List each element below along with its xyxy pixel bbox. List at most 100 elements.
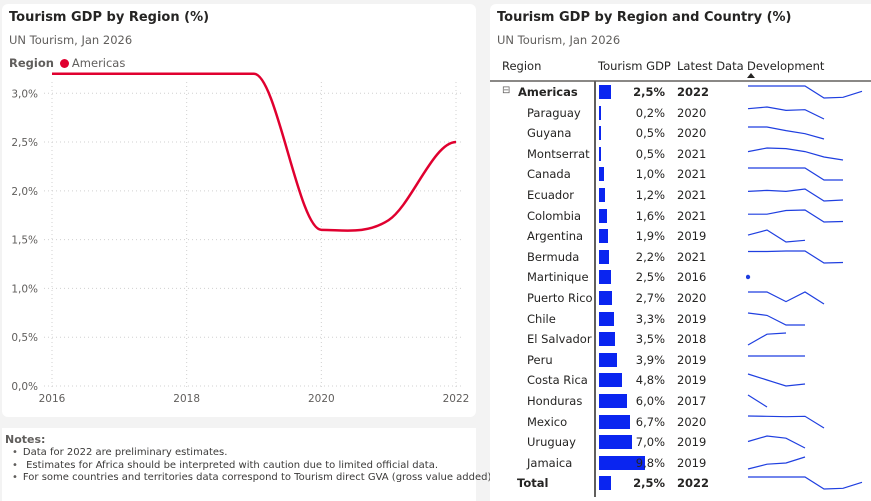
table-row[interactable]: Guyana 0,5% 2020: [490, 123, 871, 144]
sparkline-path: [747, 105, 825, 120]
sparkline: [748, 208, 844, 223]
sparkline: [747, 188, 844, 202]
latest-data-year: 2020: [677, 105, 707, 120]
row-label: El Salvador: [527, 332, 592, 347]
row-label: Montserrat: [527, 146, 590, 161]
row-label: Argentina: [527, 229, 584, 244]
note-item: Data for 2022 are preliminary estimates.: [12, 447, 495, 460]
data-bar: [599, 249, 610, 264]
data-bar: [599, 126, 602, 141]
legend-title: Region: [9, 56, 54, 70]
row-label: Total: [517, 476, 549, 491]
sparkline: [747, 147, 844, 161]
sparkline-path: [748, 167, 843, 181]
tourism-gdp-value: 9,8%: [635, 455, 665, 470]
line-chart[interactable]: 0,0% 0,5% 1,0% 1,5% 2,0% 2,5% 3,0% 2016 2018 2020…: [2, 4, 476, 417]
notes-panel: Notes: Data for 2022 are preliminary est…: [2, 428, 495, 501]
latest-data-year: 2021: [677, 187, 707, 202]
row-label: Bermuda: [527, 249, 580, 264]
row-label: Canada: [527, 167, 571, 182]
table-row[interactable]: Canada 1,0% 2021: [490, 164, 871, 185]
table-row[interactable]: Chile 3,3% 2019: [490, 309, 871, 330]
line-chart-title: Tourism GDP by Region (%): [9, 10, 210, 25]
table-row[interactable]: Argentina 1,9% 2019: [490, 226, 871, 247]
table-row[interactable]: Paraguay 0,2% 2020: [490, 103, 871, 124]
sparkline-point: [746, 275, 751, 280]
data-bar: [599, 105, 601, 120]
row-label: Guyana: [527, 126, 572, 141]
sparkline-path: [748, 291, 825, 305]
data-bar: [599, 414, 631, 429]
table-row[interactable]: Bermuda 2,2% 2021: [490, 247, 871, 268]
tourism-gdp-value: 6,7%: [635, 414, 665, 429]
table-card: Tourism GDP by Region and Country (%) UN…: [490, 4, 871, 501]
table-row[interactable]: Jamaica 9,8% 2019: [490, 453, 871, 474]
series-line-americas: [51, 72, 457, 232]
tourism-gdp-value: 4,8%: [635, 373, 665, 388]
sort-ascending-icon[interactable]: [747, 73, 755, 78]
row-label: Paraguay: [527, 105, 581, 120]
tourism-gdp-value: 1,0%: [635, 167, 665, 182]
table-row[interactable]: Uruguay 7,0% 2019: [490, 432, 871, 453]
column-header-development[interactable]: Development: [747, 59, 825, 73]
collapse-icon[interactable]: ⊟: [502, 85, 511, 96]
note-item: For some countries and territories data …: [12, 472, 495, 485]
data-bar: [599, 146, 602, 161]
sparkline-path: [747, 332, 787, 346]
table-row[interactable]: Ecuador 1,2% 2021: [490, 185, 871, 206]
latest-data-year: 2020: [677, 126, 707, 141]
sparkline-path: [747, 147, 844, 161]
sparkline: [747, 435, 806, 449]
sparkline-path: [748, 208, 844, 223]
y-tick-label: 1,5%: [11, 235, 38, 247]
sparkline-path: [748, 126, 825, 140]
data-bar: [599, 290, 612, 305]
sparkline-path: [747, 373, 806, 387]
row-label: Costa Rica: [527, 373, 588, 388]
sparkline: [748, 250, 844, 264]
row-label: Jamaica: [527, 455, 573, 470]
sparkline-path: [747, 414, 825, 429]
table-row[interactable]: Montserrat 0,5% 2021: [490, 144, 871, 165]
sparkline-path: [747, 188, 844, 202]
table-row[interactable]: Puerto Rico 2,7% 2020: [490, 288, 871, 309]
tourism-gdp-value: 1,2%: [635, 187, 665, 202]
row-label: Honduras: [527, 393, 583, 408]
data-bar: [599, 332, 616, 347]
table-row[interactable]: Costa Rica 4,8% 2019: [490, 370, 871, 391]
table-row-region[interactable]: ⊟ Americas 2,5% 2022: [490, 82, 871, 103]
tourism-gdp-value: 0,5%: [635, 126, 665, 141]
latest-data-year: 2019: [677, 352, 707, 367]
legend-marker-americas: [59, 58, 69, 68]
sparkline-path: [748, 85, 863, 99]
table-row[interactable]: El Salvador 3,5% 2018: [490, 329, 871, 350]
latest-data-year: 2022: [677, 476, 710, 491]
column-header-region[interactable]: Region: [502, 59, 542, 73]
table-row-total[interactable]: Total 2,5% 2022: [490, 473, 871, 494]
table-row[interactable]: Peru 3,9% 2019: [490, 350, 871, 371]
tourism-gdp-value: 2,5%: [633, 85, 665, 99]
table-row[interactable]: Mexico 6,7% 2020: [490, 412, 871, 433]
table-row[interactable]: Martinique 2,5% 2016: [490, 267, 871, 288]
sparkline-path: [747, 229, 806, 243]
table-row[interactable]: Colombia 1,6% 2021: [490, 206, 871, 227]
table-row[interactable]: Honduras 6,0% 2017: [490, 391, 871, 412]
sparkline: [748, 476, 863, 490]
latest-data-year: 2020: [677, 414, 707, 429]
sparkline-path: [747, 311, 805, 326]
row-label: Americas: [518, 85, 578, 99]
column-header-tourism-gdp[interactable]: Tourism GDP: [598, 59, 671, 73]
sparkline: [747, 105, 825, 120]
sparkline-path: [748, 476, 863, 490]
latest-data-year: 2020: [677, 290, 707, 305]
tourism-gdp-value: 3,9%: [635, 352, 665, 367]
column-header-latest-data[interactable]: Latest Data: [677, 59, 744, 73]
x-tick-label: 2022: [443, 393, 470, 405]
sparkline: [747, 332, 787, 346]
tourism-gdp-value: 2,7%: [635, 290, 665, 305]
sparkline: [747, 456, 806, 470]
notes-title: Notes:: [5, 433, 46, 446]
legend-item-americas[interactable]: Americas: [71, 56, 126, 70]
line-chart-subtitle: UN Tourism, Jan 2026: [9, 33, 133, 47]
sparkline: [748, 291, 825, 305]
